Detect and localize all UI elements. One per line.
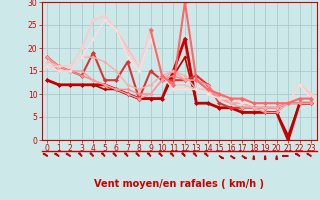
- Text: Vent moyen/en rafales ( km/h ): Vent moyen/en rafales ( km/h ): [94, 179, 264, 189]
